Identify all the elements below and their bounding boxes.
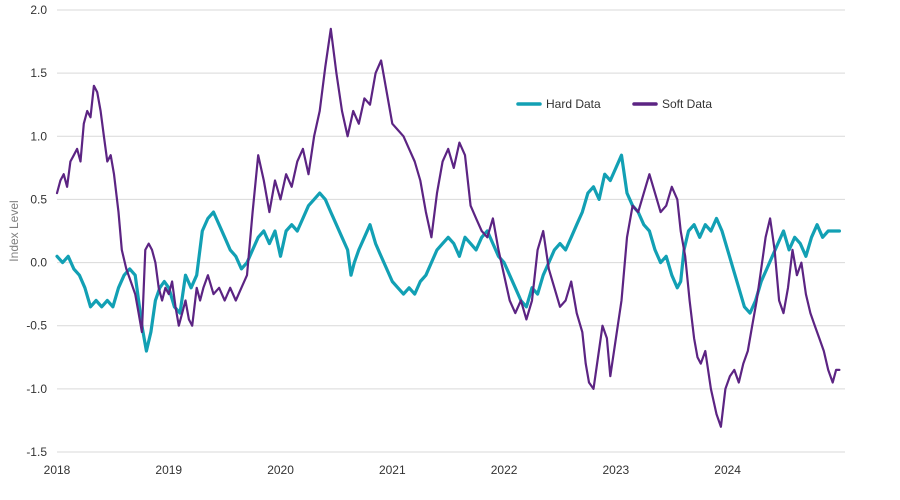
- y-tick-label: 1.5: [30, 66, 47, 80]
- x-tick-label: 2024: [714, 463, 741, 477]
- legend: Hard Data Soft Data: [516, 97, 712, 111]
- x-tick-label: 2020: [267, 463, 294, 477]
- y-axis-title: Index Level: [7, 200, 21, 261]
- x-axis-tick-labels: 2018 2019 2020 2021 2022 2023 2024: [44, 463, 742, 477]
- y-tick-label: -1.0: [26, 382, 47, 396]
- x-tick-label: 2022: [491, 463, 518, 477]
- legend-label-soft-data: Soft Data: [662, 97, 712, 111]
- y-tick-label: -0.5: [26, 319, 47, 333]
- gridlines: [57, 9, 845, 453]
- y-tick-label: 0.5: [30, 192, 47, 206]
- series-line-hard-data: [55, 153, 841, 353]
- y-tick-label: 0.0: [30, 256, 47, 270]
- y-tick-label: 2.0: [30, 3, 47, 17]
- y-tick-label: -1.5: [26, 445, 47, 459]
- x-tick-label: 2018: [44, 463, 71, 477]
- y-tick-label: 1.0: [30, 129, 47, 143]
- x-tick-label: 2021: [379, 463, 406, 477]
- x-tick-label: 2023: [603, 463, 630, 477]
- y-axis-tick-labels: 2.0 1.5 1.0 0.5 0.0 -0.5 -1.0 -1.5: [26, 3, 47, 459]
- series-line-soft-data: [55, 27, 841, 428]
- x-tick-label: 2019: [155, 463, 182, 477]
- legend-label-hard-data: Hard Data: [546, 97, 601, 111]
- series-lines: [55, 27, 841, 428]
